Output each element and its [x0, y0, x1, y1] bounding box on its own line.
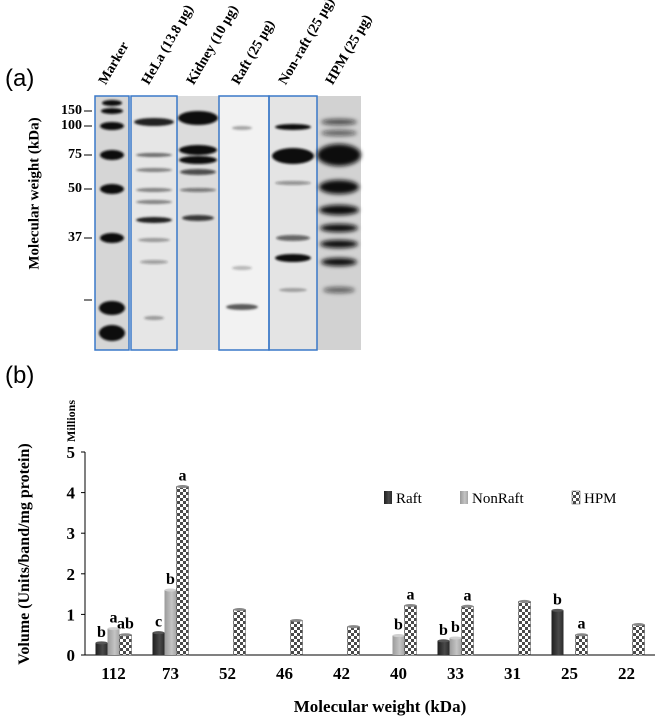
significance-letter: b — [166, 571, 175, 588]
legend-swatch-nonraft — [460, 491, 468, 504]
mw-marker-100: 100 — [61, 118, 82, 133]
x-tick-label: 31 — [504, 664, 521, 683]
western-blot — [84, 95, 361, 351]
bar-hpm — [632, 624, 645, 656]
bar-hpm — [176, 486, 189, 656]
significance-letter: b — [439, 622, 448, 639]
bar-cap-hpm — [176, 485, 189, 489]
x-tick-label: 73 — [162, 664, 179, 683]
mw-marker-50: 50 — [68, 181, 82, 196]
y-unit-label: Millions — [64, 400, 78, 442]
significance-letter: b — [553, 591, 562, 608]
bar-hpm — [404, 605, 417, 656]
significance-letter: c — [155, 614, 162, 631]
bar-raft — [95, 642, 108, 655]
bar-hpm — [119, 634, 132, 656]
legend-label-hpm: HPM — [584, 491, 617, 507]
bar-hpm — [290, 620, 303, 656]
bar-cap-hpm — [404, 603, 417, 607]
x-tick-label: 46 — [276, 664, 293, 683]
bar-cap-hpm — [632, 623, 645, 627]
bar-cap-raft — [152, 631, 165, 635]
bar-hpm — [461, 606, 474, 656]
mw-marker-37: 37 — [68, 230, 82, 245]
bar-nonraft — [392, 635, 405, 655]
bar-raft — [437, 640, 450, 655]
bar-cap-raft — [437, 639, 450, 643]
x-tick-label: 52 — [219, 664, 236, 683]
y-tick-label: 4 — [67, 484, 76, 503]
significance-letter: a — [464, 587, 472, 604]
mw-marker-75: 75 — [68, 147, 82, 162]
mw-marker-150: 150 — [61, 103, 82, 118]
x-tick-label: 112 — [101, 664, 126, 683]
bar-cap-hpm — [461, 604, 474, 608]
significance-letter: a — [179, 468, 187, 485]
bar-hpm — [347, 626, 360, 656]
significance-letter: ab — [117, 616, 134, 633]
bar-cap-hpm — [575, 633, 588, 637]
bar-cap-nonraft — [107, 627, 120, 631]
bar-cap-hpm — [290, 618, 303, 622]
x-axis-title: Molecular weight (kDa) — [294, 697, 467, 716]
significance-letter: b — [97, 624, 106, 641]
legend-swatch-hpm — [571, 490, 581, 505]
significance-letter: b — [451, 619, 460, 636]
bar-nonraft — [107, 628, 120, 655]
significance-letter: a — [110, 610, 118, 627]
x-tick-label: 33 — [447, 664, 464, 683]
x-tick-label: 22 — [618, 664, 635, 683]
bar-cap-hpm — [119, 633, 132, 637]
significance-letter: a — [407, 586, 415, 603]
bar-cap-nonraft — [449, 636, 462, 640]
bar-cap-hpm — [233, 608, 246, 612]
bar-nonraft — [449, 637, 462, 655]
legend-label-raft: Raft — [396, 491, 423, 507]
x-tick-label: 40 — [390, 664, 407, 683]
bar-hpm — [233, 609, 246, 656]
bar-hpm — [575, 634, 588, 656]
bar-cap-hpm — [347, 625, 360, 629]
bar-raft — [551, 610, 564, 655]
y-tick-label: 2 — [67, 565, 76, 584]
panel-b-label: (b) — [5, 362, 35, 389]
bar-cap-nonraft — [164, 588, 177, 592]
y-tick-label: 0 — [67, 646, 76, 665]
significance-letter: a — [578, 616, 586, 633]
significance-letter: b — [394, 617, 403, 634]
panel-a-label: (a) — [5, 65, 35, 92]
bar-hpm — [518, 601, 531, 656]
y-tick-label: 5 — [67, 443, 76, 462]
bar-cap-raft — [95, 641, 108, 645]
x-tick-label: 25 — [561, 664, 578, 683]
y-tick-label: 3 — [67, 524, 76, 543]
x-tick-label: 42 — [333, 664, 350, 683]
bar-cap-nonraft — [392, 634, 405, 638]
legend-label-nonraft: NonRaft — [472, 491, 524, 507]
bar-cap-hpm — [518, 599, 531, 603]
y-tick-label: 1 — [67, 605, 76, 624]
bar-nonraft — [164, 590, 177, 655]
bar-cap-raft — [551, 608, 564, 612]
bar-raft — [152, 632, 165, 655]
legend-swatch-raft — [384, 491, 392, 504]
